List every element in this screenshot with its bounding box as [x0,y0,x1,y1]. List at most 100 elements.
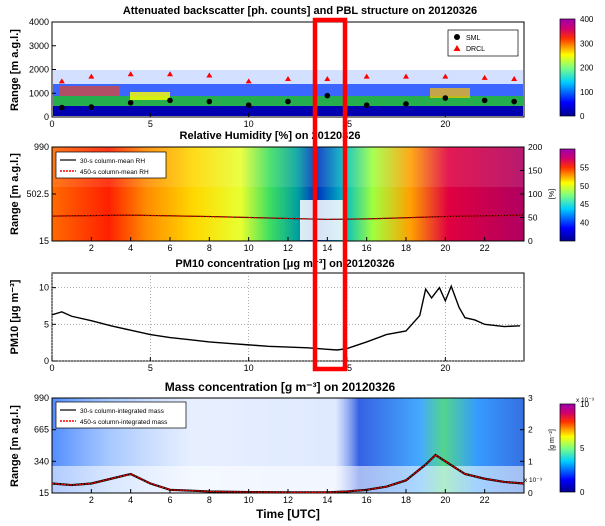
mass-y-ticks: 15 340 665 990 [34,393,56,498]
y2-tick-label: 0 [528,488,533,498]
y2label-mass: [g m⁻²] [549,429,556,451]
highlight-box [312,17,348,372]
drcl-point [206,72,213,78]
x-tick-label: 10 [244,363,254,373]
panel-backscatter: Attenuated backscatter [ph. counts] and … [9,5,594,129]
y-tick-label: 340 [34,456,49,466]
legend-mass30-label: 30-s column-integrated mass [80,408,165,415]
x-tick-label: 6 [167,495,172,505]
x-tick-label: 18 [401,243,411,253]
colorbar-tick-label: 400 [580,15,594,24]
backscatter-legend: SML DRCL [447,29,519,57]
legend-mass450-label: 450-s column-integrated mass [80,419,168,426]
y-tick-label: 10 [39,283,49,293]
legend-rh30-label: 30-s column-mean RH [80,158,145,165]
y2-tick-label: 150 [528,166,542,176]
x-tick-label: 0 [49,119,54,129]
y2-tick-label: 200 [528,142,542,152]
panel-pm10: PM10 concentration [μg m⁻³] on 20120326 … [9,258,525,373]
drcl-point [88,73,95,79]
legend-sml-marker [454,34,460,40]
ylabel-backscatter: Range [m a.g.l.] [9,29,21,111]
y2-tick-label: 50 [528,213,538,223]
colorbar-humidity-ticks: 40 45 50 55 [580,163,589,227]
sml-point [285,98,291,105]
sml-point [245,102,252,108]
x-tick-label: 12 [283,243,293,253]
x-tick-label: 10 [244,495,254,505]
drcl-point [324,76,331,81]
x-tick-label: 10 [244,243,254,253]
legend-drcl-label: DRCL [466,46,485,53]
y-tick-label: 0 [44,112,49,122]
x-tick-label: 6 [167,243,172,253]
panel-mass: Mass concentration [g m⁻³] on 20120326 3… [9,380,595,521]
sml-point [127,99,134,106]
y2label-humidity: [%] [549,189,556,199]
y2-tick-label: 2 [528,425,533,435]
mass-series [51,453,525,494]
colorbar-tick-label: 5 [580,444,585,453]
sml-point [403,101,409,107]
y2-tick-label: 0 [528,236,533,246]
colorbar-tick-label: 40 [580,219,589,228]
colorbar-tick-label: 0 [580,112,585,121]
colorbar-tick-label: 50 [580,182,589,191]
sml-point [511,98,517,105]
x-tick-label: 14 [322,495,332,505]
drcl-point [285,76,291,81]
x-tick-label: 20 [440,495,450,505]
mass-legend: 30-s column-integrated mass 450-s column… [55,401,187,429]
colorbar-mass-scale: x 10⁻³ [576,397,595,404]
x-tick-label: 20 [440,119,450,129]
pm10-series [51,284,521,351]
x-tick-label: 16 [362,495,372,505]
backscatter-series [58,71,518,111]
plot-area-pm10 [51,272,525,362]
drcl-point [442,73,449,79]
sml-point [167,97,173,104]
colorbar-tick-label: 300 [580,39,594,48]
title-mass: Mass concentration [g m⁻³] on 20120326 [165,380,396,394]
x-tick-label: 8 [207,495,212,505]
colorbar-tick-label: 0 [580,488,585,497]
ylabel-pm10: PM10 [μg m⁻³] [9,279,21,354]
x-tick-label: 22 [480,495,490,505]
drcl-point [127,71,134,77]
x-tick-label: 20 [440,243,450,253]
mass-low-layer [52,466,524,493]
y-tick-label: 3000 [29,41,49,51]
colorbar-tick-label: 10 [580,400,589,409]
backscatter-y-ticks: 0 1000 2000 3000 4000 [29,17,56,122]
y-tick-label: 0 [44,356,49,366]
colorbar-humidity [559,148,576,242]
sml-point [88,104,95,110]
sml-point [206,98,213,105]
x-tick-label: 14 [322,243,332,253]
title-pm10: PM10 concentration [μg m⁻³] on 20120326 [175,258,394,270]
humidity-y-ticks: 15 502.5 990 [26,142,56,246]
x-tick-label: 20 [440,363,450,373]
title-backscatter: Attenuated backscatter [ph. counts] and … [123,5,477,17]
x-tick-label: 2 [89,243,94,253]
y-tick-label: 1000 [29,88,49,98]
legend-sml-label: SML [466,35,481,42]
humidity-y2-ticks: 0 50 100 150 200 [520,142,542,246]
sml-point [481,97,488,104]
xlabel-mass: Time [UTC] [256,507,320,521]
x-tick-label: 4 [128,495,133,505]
drcl-point [363,73,370,79]
x-tick-label: 16 [362,243,372,253]
colorbar-mass-ticks: 0 5 10 [580,400,589,497]
drcl-point [481,74,488,80]
x-tick-label: 5 [148,119,153,129]
colorbar-tick-label: 45 [580,200,589,209]
y-tick-label: 15 [39,488,49,498]
pm10-y-ticks: 0 5 10 [39,283,56,366]
ylabel-humidity: Range [m a.g.l.] [9,153,21,235]
colorbar-tick-label: 200 [580,64,594,73]
drcl-point [167,71,173,77]
pm10-line [51,284,521,351]
sml-point [324,92,331,99]
mass-y2-ticks: 0 1 2 3 [520,393,533,498]
